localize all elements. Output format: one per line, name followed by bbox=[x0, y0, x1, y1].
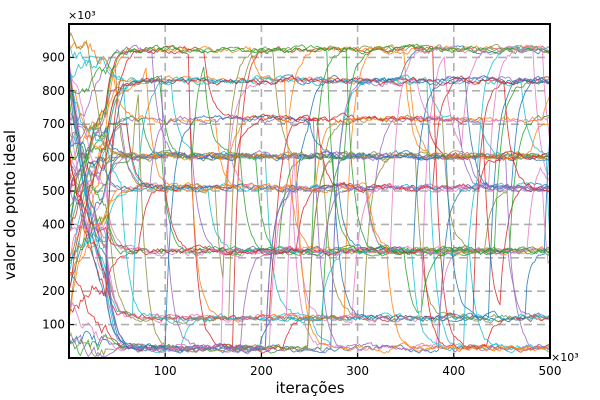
x-tick-label: 300 bbox=[346, 364, 369, 378]
series-line bbox=[68, 39, 551, 352]
y-tick-label: 900 bbox=[42, 50, 65, 64]
y-tick-label: 200 bbox=[42, 284, 65, 298]
y-tick-label: 400 bbox=[42, 217, 65, 231]
series-line bbox=[68, 65, 551, 353]
series-line bbox=[68, 122, 551, 256]
series-line bbox=[68, 31, 551, 325]
y-tick-label: 100 bbox=[42, 318, 65, 332]
x-tick-label: 400 bbox=[442, 364, 465, 378]
y-axis-label: valor do ponto ideal bbox=[1, 130, 19, 280]
series-line bbox=[68, 88, 551, 325]
series-line bbox=[68, 75, 551, 354]
series-line bbox=[68, 65, 551, 258]
y-tick-label: 800 bbox=[42, 84, 65, 98]
series-line bbox=[68, 44, 551, 257]
series-line bbox=[68, 44, 551, 350]
series-line bbox=[68, 75, 551, 352]
y-tick-label: 500 bbox=[42, 184, 65, 198]
axis-ticks: 100 200 300 400 500 100 200 300 400 500 600 700 800 9… bbox=[42, 50, 561, 378]
x-tick-label: 500 bbox=[539, 364, 562, 378]
series-line bbox=[68, 77, 551, 323]
series-lines bbox=[68, 31, 551, 358]
series-line bbox=[68, 75, 551, 291]
series-line bbox=[68, 70, 551, 323]
series-line bbox=[68, 183, 551, 355]
x-tick-label: 100 bbox=[154, 364, 177, 378]
series-line bbox=[68, 182, 551, 354]
series-line bbox=[68, 94, 551, 353]
y-tick-label: 600 bbox=[42, 151, 65, 165]
x-axis-label: iterações bbox=[275, 379, 344, 397]
x-tick-label: 200 bbox=[250, 364, 273, 378]
series-line bbox=[68, 45, 551, 352]
y-tick-label: 300 bbox=[42, 251, 65, 265]
series-line bbox=[68, 44, 551, 256]
series-line bbox=[68, 151, 551, 322]
x-multiplier: ×10³ bbox=[551, 351, 579, 364]
series-line bbox=[68, 66, 551, 313]
series-line bbox=[68, 119, 551, 320]
y-tick-label: 700 bbox=[42, 117, 65, 131]
y-multiplier: ×10³ bbox=[68, 9, 96, 22]
series-line bbox=[68, 44, 551, 220]
